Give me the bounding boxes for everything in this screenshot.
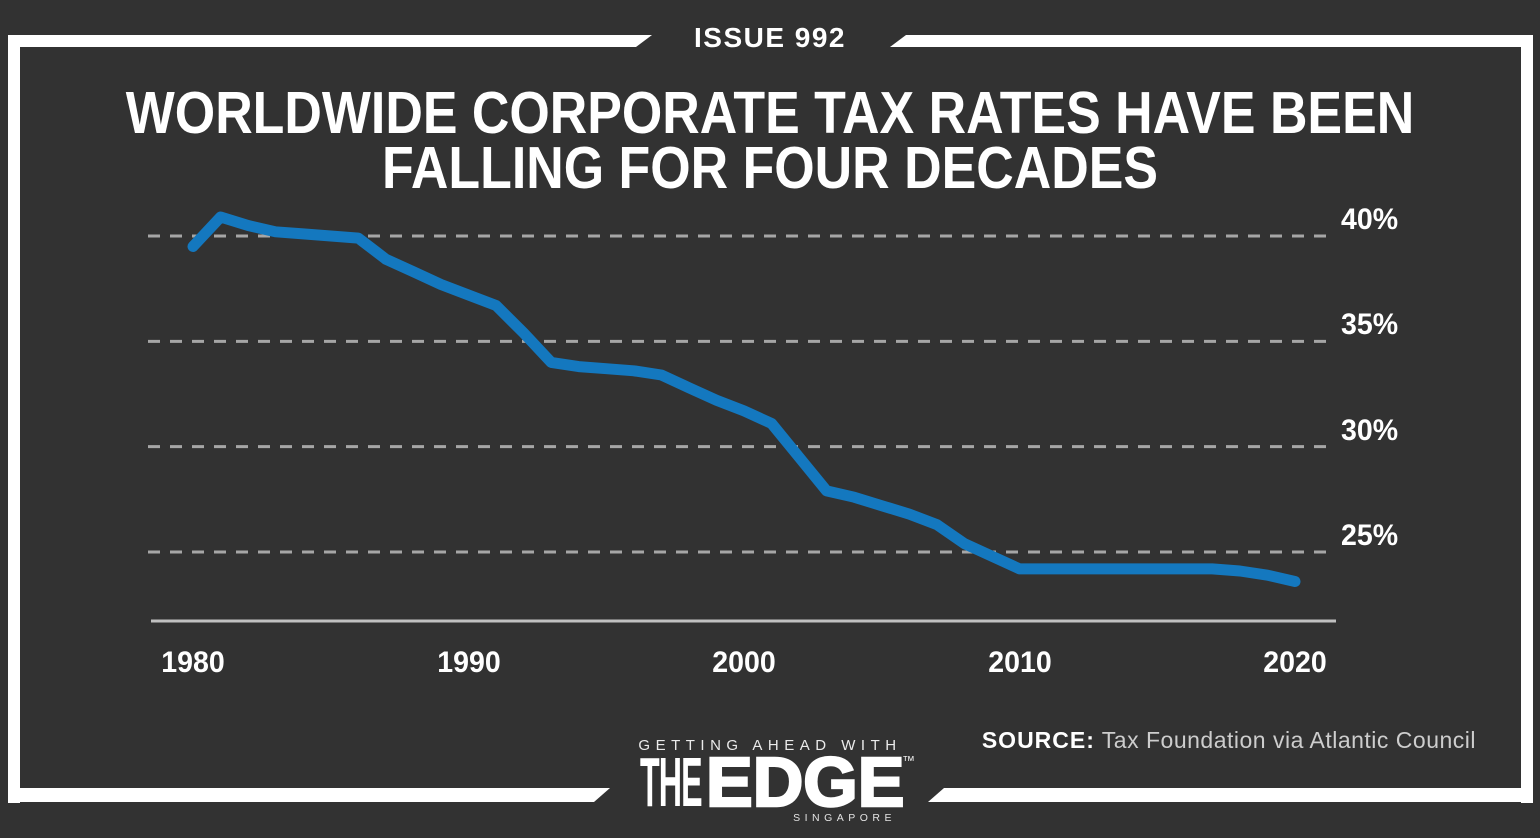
frame-bottom-right-bar — [928, 788, 1533, 802]
x-tick-label: 2000 — [712, 646, 776, 679]
y-tick-label: 30% — [1341, 413, 1399, 447]
source-label: SOURCE: — [981, 727, 1095, 753]
logo-trademark-symbol: ™ — [902, 753, 915, 768]
frame-top-right-bar — [890, 35, 1533, 47]
frame-left-bar — [8, 35, 20, 803]
y-tick-label: 25% — [1341, 519, 1399, 552]
chart-title-line1: WORLDWIDE CORPORATE TAX RATES HAVE BEEN — [125, 80, 1415, 146]
x-tick-label: 1990 — [436, 646, 501, 679]
y-tick-label: 40% — [1341, 203, 1399, 236]
logo-the-text: THE — [640, 743, 703, 821]
x-tick-label: 2020 — [1263, 646, 1327, 679]
brand-tagline: GETTING AHEAD WITH — [638, 737, 902, 754]
frame-bottom-left-bar — [8, 788, 610, 802]
y-tick-label: 35% — [1341, 308, 1399, 342]
chart-title: WORLDWIDE CORPORATE TAX RATES HAVE BEEN … — [92, 80, 1447, 201]
source-value: Tax Foundation via Atlantic Council — [1101, 727, 1476, 753]
chart-title-line2: FALLING FOR FOUR DECADES — [382, 135, 1158, 201]
source-note: SOURCE: Tax Foundation via Atlantic Coun… — [982, 727, 1476, 754]
frame-right-bar — [1521, 35, 1533, 803]
the-edge-logo: THE EDGE ™ SINGAPORE — [620, 743, 920, 833]
logo-edge-text: EDGE — [705, 743, 906, 821]
issue-badge: ISSUE 992 — [693, 22, 847, 53]
frame-top-left-bar — [8, 35, 652, 47]
x-tick-label: 1980 — [161, 646, 225, 679]
x-tick-label: 2010 — [987, 646, 1052, 679]
logo-singapore-text: SINGAPORE — [793, 812, 896, 824]
tax-rate-line — [187, 211, 1301, 587]
